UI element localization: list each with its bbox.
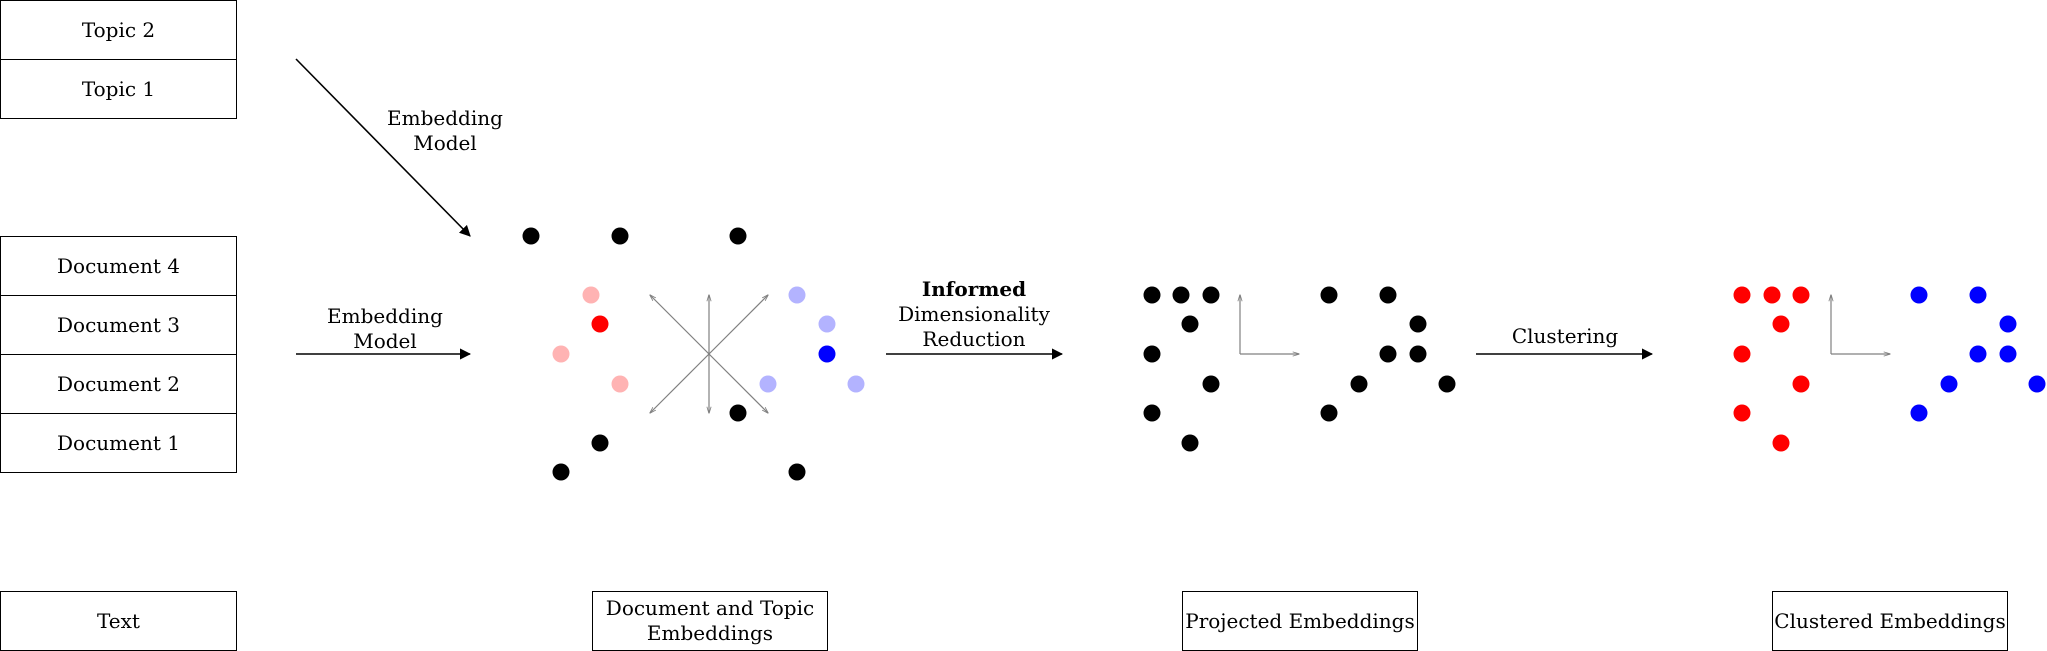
cluster-blue-point <box>2028 375 2046 393</box>
projected-point <box>1438 375 1456 393</box>
projected-axes <box>1240 295 1299 354</box>
projected-point <box>1379 345 1397 363</box>
embedding-points <box>522 227 865 481</box>
cluster-red-point <box>1733 345 1751 363</box>
projected-point <box>1181 434 1199 452</box>
document-label: Document 1 <box>57 430 180 455</box>
embedding-point <box>591 434 609 452</box>
cluster-red-point <box>1733 404 1751 422</box>
embedding-point <box>788 463 806 481</box>
document-box-2: Document 2 <box>0 354 237 414</box>
embedding-point <box>788 286 806 304</box>
doc-embedding-model-label: Embedding Model <box>327 304 443 353</box>
projected-point <box>1409 345 1427 363</box>
cluster-blue-point <box>1999 315 2017 333</box>
informed-reduction-label: Informed Dimensionality Reduction <box>898 277 1050 351</box>
cluster-red-point <box>1792 375 1810 393</box>
cluster-red-point <box>1772 315 1790 333</box>
embedding-point <box>611 227 629 245</box>
document-label: Document 3 <box>57 312 180 337</box>
document-box-1: Document 1 <box>0 413 237 473</box>
document-label: Document 2 <box>57 371 180 396</box>
projected-point <box>1202 286 1220 304</box>
caption-projected-embeddings: Projected Embeddings <box>1182 591 1418 651</box>
topic-label: Topic 1 <box>81 76 156 101</box>
caption-document-topic-embeddings: Document and Topic Embeddings <box>592 591 828 651</box>
cluster-red-point <box>1763 286 1781 304</box>
caption-text: Text <box>0 591 237 651</box>
cluster-red-point <box>1733 286 1751 304</box>
projected-point <box>1202 375 1220 393</box>
embedding-point <box>818 315 836 333</box>
embedding-point <box>847 375 865 393</box>
projected-point <box>1143 286 1161 304</box>
topic-embedding-model-label: Embedding Model <box>387 106 503 155</box>
embedding-point <box>759 375 777 393</box>
embedding-point <box>729 227 747 245</box>
cluster-blue-point <box>1999 345 2017 363</box>
embedding-point <box>522 227 540 245</box>
document-box-4: Document 4 <box>0 236 237 296</box>
projected-points <box>1143 286 1456 452</box>
projected-point <box>1320 404 1338 422</box>
projected-point <box>1143 345 1161 363</box>
cluster-red-point <box>1792 286 1810 304</box>
clustered-axes <box>1831 295 1890 354</box>
clustering-label: Clustering <box>1511 324 1619 348</box>
embedding-point <box>582 286 600 304</box>
projected-point <box>1320 286 1338 304</box>
topic-embedding-arrow <box>295 58 471 237</box>
cluster-blue-point <box>1940 375 1958 393</box>
embedding-point <box>818 345 836 363</box>
document-box-3: Document 3 <box>0 295 237 355</box>
cluster-blue-point <box>1969 286 1987 304</box>
embedding-point <box>552 463 570 481</box>
cluster-blue-point <box>1969 345 1987 363</box>
embedding-point <box>611 375 629 393</box>
clustered-points <box>1733 286 2046 452</box>
caption-clustered-embeddings: Clustered Embeddings <box>1772 591 2008 651</box>
high-dimensional-axes <box>650 295 768 413</box>
projected-point <box>1181 315 1199 333</box>
embedding-point <box>552 345 570 363</box>
projected-point <box>1350 375 1368 393</box>
embedding-point <box>591 315 609 333</box>
cluster-blue-point <box>1910 404 1928 422</box>
projected-point <box>1409 315 1427 333</box>
projected-point <box>1379 286 1397 304</box>
document-label: Document 4 <box>57 253 180 278</box>
projected-point <box>1143 404 1161 422</box>
projected-point <box>1172 286 1190 304</box>
topic-label: Topic 2 <box>81 17 156 42</box>
topic-box-1: Topic 1 <box>0 59 237 119</box>
embedding-point <box>729 404 747 422</box>
cluster-blue-point <box>1910 286 1928 304</box>
cluster-red-point <box>1772 434 1790 452</box>
topic-box-2: Topic 2 <box>0 0 237 60</box>
